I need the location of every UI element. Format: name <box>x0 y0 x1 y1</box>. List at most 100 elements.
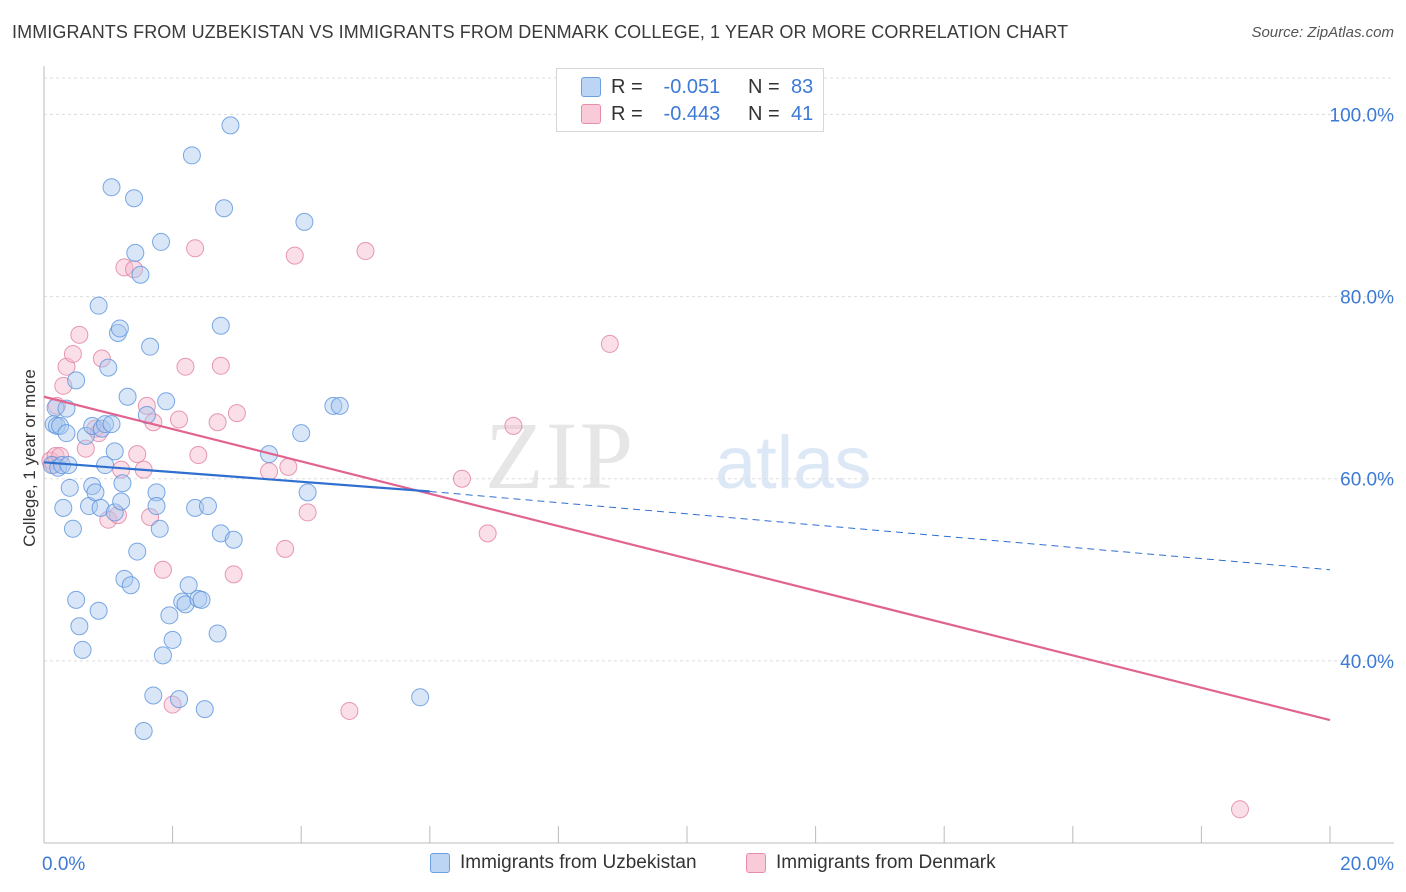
uzbekistan-point <box>221 116 240 135</box>
uzbekistan-point <box>89 601 108 620</box>
uzbekistan-points <box>42 116 430 740</box>
y-tick-label: 60.0% <box>1340 470 1394 491</box>
chart-title: IMMIGRANTS FROM UZBEKISTAN VS IMMIGRANTS… <box>12 22 1069 42</box>
uzbekistan-point <box>121 576 140 595</box>
denmark-point <box>70 325 89 344</box>
denmark-point <box>211 356 230 375</box>
uzbekistan-point <box>113 474 132 493</box>
uzbekistan-point <box>86 483 105 502</box>
denmark-point <box>276 539 295 558</box>
bottom-legend-denmark: Immigrants from Denmark <box>746 852 996 874</box>
uzbekistan-point <box>108 324 127 342</box>
uzbekistan-point <box>112 492 131 511</box>
uzbekistan-point <box>131 265 150 284</box>
uzbekistan-point <box>118 387 137 406</box>
denmark-point <box>128 445 147 464</box>
denmark-point <box>478 524 497 543</box>
legend-swatch-denmark <box>581 104 601 124</box>
tick-labels: 40.0% 60.0% 80.0% 100.0% 0.0% 20.0% <box>42 105 1394 875</box>
uzbekistan-point <box>153 646 172 665</box>
uzbekistan-point <box>76 426 95 445</box>
uzbekistan-point <box>63 519 82 538</box>
denmark-point <box>153 560 172 579</box>
legend-r-value: -0.443 <box>663 102 721 125</box>
uzbekistan-trend-line <box>43 461 430 493</box>
watermark: ZIP atlas <box>485 402 871 509</box>
gridlines <box>44 77 1394 662</box>
uzbekistan-point <box>292 424 311 443</box>
denmark-point <box>189 446 208 465</box>
uzbekistan-point <box>170 690 189 709</box>
uzbekistan-point <box>192 590 211 609</box>
uzbekistan-point <box>105 442 124 461</box>
trend-lines <box>43 395 1331 722</box>
legend-n-label: N = <box>748 102 780 125</box>
legend-r-value: -0.051 <box>663 75 721 98</box>
uzbekistan-point <box>105 503 124 522</box>
uzbekistan-point <box>73 640 92 659</box>
uzbekistan-point <box>128 542 147 561</box>
bottom-legend-swatch-uzbekistan <box>430 853 450 873</box>
uzbekistan-point <box>179 576 198 595</box>
denmark-trend-line <box>43 395 1331 722</box>
uzbekistan-point <box>91 498 110 517</box>
bottom-legend-uzbekistan: Immigrants from Uzbekistan <box>430 852 697 874</box>
y-axis-label: College, 1 year or more <box>20 369 39 547</box>
uzbekistan-point <box>134 721 153 740</box>
uzbekistan-point <box>67 590 86 609</box>
denmark-point <box>224 565 243 584</box>
legend-r-label: R = <box>611 102 643 125</box>
legend-n-value: 41 <box>791 102 814 125</box>
bottom-legend-label-denmark: Immigrants from Denmark <box>776 852 996 873</box>
denmark-point <box>108 506 127 525</box>
denmark-point <box>141 507 160 526</box>
denmark-point <box>504 416 523 435</box>
watermark-zip: ZIP <box>485 402 635 509</box>
uzbekistan-point <box>102 415 121 434</box>
denmark-point <box>260 462 279 481</box>
denmark-point <box>186 239 205 258</box>
denmark-point <box>137 396 156 415</box>
uzbekistan-point <box>163 630 182 649</box>
uzbekistan-point <box>96 456 115 475</box>
uzbekistan-point <box>295 212 314 231</box>
denmark-point <box>227 404 246 423</box>
uzbekistan-point <box>125 189 144 208</box>
uzbekistan-point <box>211 316 230 335</box>
denmark-point <box>356 242 375 261</box>
uzbekistan-point <box>99 358 118 377</box>
uzbekistan-point <box>411 688 430 707</box>
y-tick-label: 100.0% <box>1330 105 1395 126</box>
denmark-point <box>340 701 359 720</box>
denmark-point <box>170 410 189 429</box>
correlation-legend: R = -0.051 N = 83 R = -0.443 N = 41 <box>556 68 824 132</box>
x-tick-label: 0.0% <box>42 854 85 875</box>
bottom-legend-swatch-denmark <box>746 853 766 873</box>
denmark-point <box>279 457 298 476</box>
y-tick-label: 80.0% <box>1340 288 1394 309</box>
uzbekistan-point <box>89 296 108 315</box>
uzbekistan-point <box>215 199 234 218</box>
uzbekistan-point <box>115 569 134 588</box>
legend-r-label: R = <box>611 75 643 98</box>
uzbekistan-point <box>57 424 76 443</box>
uzbekistan-point <box>67 371 86 390</box>
denmark-point <box>63 344 82 363</box>
uzbekistan-point <box>147 483 166 502</box>
uzbekistan-point <box>160 606 179 625</box>
legend-row-denmark: R = -0.443 N = 41 <box>581 101 813 127</box>
uzbekistan-trend-extension <box>429 490 1331 571</box>
uzbekistan-point <box>330 396 349 415</box>
x-tick-label: 20.0% <box>1340 854 1394 875</box>
watermark-atlas: atlas <box>715 421 871 504</box>
uzbekistan-point <box>51 416 70 435</box>
uzbekistan-point <box>54 498 73 517</box>
uzbekistan-point <box>298 483 317 502</box>
denmark-point <box>298 503 317 522</box>
uzbekistan-point <box>324 396 343 415</box>
legend-swatch-uzbekistan <box>581 77 601 97</box>
legend-n-label: N = <box>748 75 780 98</box>
denmark-point <box>46 446 65 465</box>
uzbekistan-point <box>96 415 115 434</box>
